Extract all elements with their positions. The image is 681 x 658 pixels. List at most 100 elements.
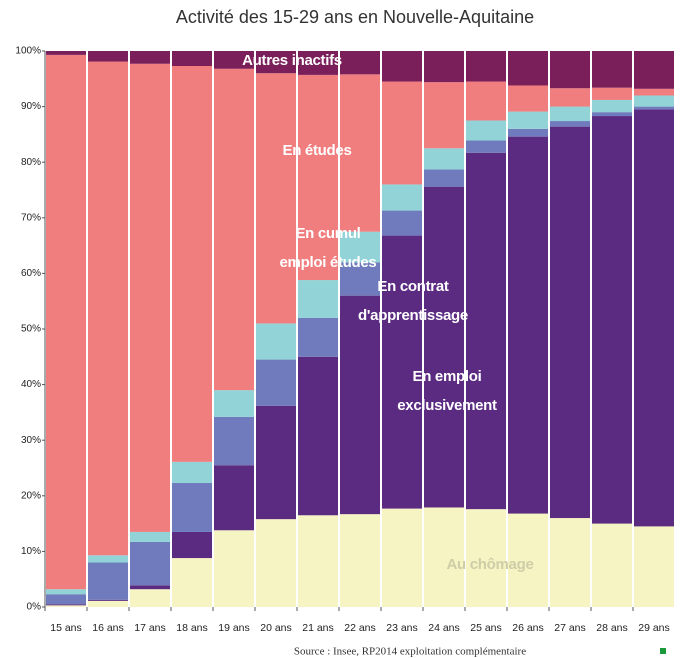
- x-tick-label: 27 ans: [554, 622, 586, 634]
- bar-segment: [592, 51, 632, 88]
- bar-segment: [634, 526, 674, 607]
- bar-segment: [466, 81, 506, 121]
- bar-segment: [46, 594, 86, 605]
- bar-segment: [340, 231, 380, 263]
- bar-segment: [130, 51, 170, 64]
- bar-segment: [172, 461, 212, 484]
- x-tick-label: 26 ans: [512, 622, 544, 634]
- bar-segment: [340, 295, 380, 515]
- series-label: Autres inactifs: [242, 52, 342, 69]
- y-tick-label: 50%: [21, 324, 41, 335]
- bar-segment: [382, 51, 422, 82]
- bar-segment: [382, 508, 422, 607]
- bar-segment: [508, 136, 548, 514]
- series-label: En études: [282, 142, 352, 159]
- bar-segment: [550, 106, 590, 122]
- bar-segment: [592, 87, 632, 100]
- bar-segment: [634, 95, 674, 107]
- bar-segment: [130, 63, 170, 532]
- bar-segment: [214, 416, 254, 466]
- bar-segment: [382, 210, 422, 236]
- bar-segment: [466, 140, 506, 153]
- bar-segment: [88, 61, 128, 556]
- bar-segment: [256, 51, 296, 74]
- bar-segment: [592, 523, 632, 607]
- bar-segment: [550, 51, 590, 89]
- y-tick-label: 20%: [21, 490, 41, 501]
- bar-segment: [634, 106, 674, 110]
- y-tick-label: 40%: [21, 379, 41, 390]
- bar-segment: [424, 507, 464, 607]
- series-label: Au chômage: [446, 556, 534, 573]
- bar-segment: [340, 74, 380, 232]
- bar-segment: [508, 513, 548, 607]
- logo-square: [660, 648, 666, 654]
- x-tick-label: 20 ans: [260, 622, 292, 634]
- bar-segment: [172, 51, 212, 67]
- bar-segment: [298, 74, 338, 281]
- bar-segment: [46, 51, 86, 55]
- bar-segment: [256, 405, 296, 520]
- bar-segment: [298, 51, 338, 75]
- x-tick-label: 17 ans: [134, 622, 166, 634]
- bar-segment: [130, 589, 170, 607]
- bar-segment: [634, 109, 674, 527]
- series-label: En emploi exclusivement: [397, 368, 497, 414]
- bar-segment: [508, 51, 548, 86]
- bar-segment: [88, 600, 128, 607]
- bar-segment: [298, 356, 338, 516]
- bar-segment: [592, 99, 632, 113]
- bar-segment: [46, 604, 86, 606]
- bar-segment: [382, 235, 422, 509]
- bar-segment: [88, 555, 128, 563]
- series-label: En cumul emploi études: [279, 225, 377, 271]
- bar-segment: [214, 390, 254, 417]
- bar-segment: [172, 558, 212, 607]
- bar-segment: [424, 169, 464, 187]
- bar-segment: [382, 184, 422, 211]
- bar-segment: [424, 82, 464, 149]
- bar-segment: [214, 465, 254, 531]
- bar-segment: [550, 126, 590, 519]
- bar-segment: [46, 589, 86, 595]
- x-tick-label: 18 ans: [176, 622, 208, 634]
- chart-title: Activité des 15-29 ans en Nouvelle-Aquit…: [176, 7, 534, 27]
- y-tick-label: 0%: [27, 602, 42, 613]
- bar-segment: [130, 531, 170, 542]
- bar-segment: [340, 51, 380, 75]
- bar-segment: [466, 120, 506, 141]
- series-label: En contrat d'apprentissage: [358, 278, 468, 324]
- bar-segment: [550, 518, 590, 607]
- y-tick-label: 70%: [21, 212, 41, 223]
- bar-segment: [256, 73, 296, 324]
- bar-segment: [550, 88, 590, 107]
- bar-segment: [172, 483, 212, 532]
- x-tick-label: 21 ans: [302, 622, 334, 634]
- bar-segment: [256, 359, 296, 406]
- y-tick-label: 100%: [15, 46, 41, 57]
- y-tick-label: 30%: [21, 435, 41, 446]
- bar-segment: [130, 541, 170, 586]
- bar-segment: [634, 88, 674, 96]
- bar-segment: [46, 54, 86, 590]
- bar-segment: [508, 111, 548, 129]
- x-tick-label: 15 ans: [50, 622, 82, 634]
- y-tick-label: 10%: [21, 546, 41, 557]
- bar-segment: [424, 186, 464, 508]
- bar-segment: [88, 51, 128, 62]
- bar-segment: [592, 112, 632, 117]
- bar-segment: [466, 152, 506, 510]
- bar-segment: [592, 116, 632, 524]
- bar-segment: [466, 51, 506, 82]
- y-tick-label: 80%: [21, 157, 41, 168]
- bar-segment: [424, 51, 464, 83]
- bar-segment: [256, 323, 296, 360]
- y-tick-label: 60%: [21, 268, 41, 279]
- bar-segment: [214, 530, 254, 607]
- bar-segment: [298, 515, 338, 607]
- x-tick-label: 22 ans: [344, 622, 376, 634]
- x-tick-label: 24 ans: [428, 622, 460, 634]
- bar-segment: [172, 66, 212, 462]
